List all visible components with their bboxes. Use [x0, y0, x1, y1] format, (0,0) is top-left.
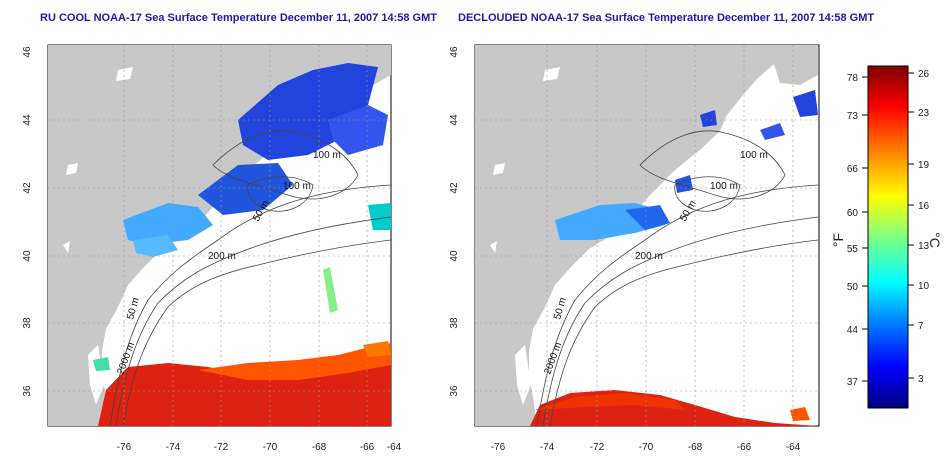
sst-cool-patch [133, 235, 178, 257]
svg-text:-68: -68 [312, 442, 327, 453]
sst-cold-patch [198, 163, 293, 215]
x-axis-ticks-left: -76 -74 -72 -70 -68 -66 -64 [117, 442, 402, 453]
map-panel-left: -76 -74 -72 -70 -68 -66 -64 36 38 40 42 … [22, 44, 402, 453]
svg-text:38: 38 [22, 317, 33, 329]
svg-text:44: 44 [449, 114, 460, 126]
svg-text:-74: -74 [166, 442, 181, 453]
svg-text:37: 37 [847, 377, 859, 388]
svg-text:19: 19 [918, 160, 930, 171]
svg-text:-72: -72 [214, 442, 229, 453]
svg-text:7: 7 [918, 321, 924, 332]
gulf-stream-warm [98, 357, 391, 426]
svg-text:26: 26 [918, 69, 930, 80]
fahrenheit-labels: 78 73 66 60 55 50 44 37 [847, 73, 859, 388]
sst-mild-patch [323, 267, 338, 313]
y-axis-ticks-right: 36 38 40 42 44 46 [449, 46, 460, 397]
temperature-colorbar: 78 73 66 60 55 50 44 37 26 23 19 16 13 1… [830, 65, 943, 409]
gulf-stream-edge [198, 343, 391, 380]
svg-text:3: 3 [918, 374, 924, 385]
sst-mild-patch [93, 357, 110, 371]
svg-text:50: 50 [847, 282, 859, 293]
svg-text:42: 42 [22, 182, 33, 194]
svg-text:46: 46 [449, 46, 460, 58]
svg-text:42: 42 [449, 182, 460, 194]
svg-text:-72: -72 [590, 442, 605, 453]
sst-cool-patch [368, 203, 391, 230]
svg-text:44: 44 [847, 325, 859, 336]
svg-text:-74: -74 [540, 442, 555, 453]
svg-text:-66: -66 [737, 442, 752, 453]
svg-text:40: 40 [449, 250, 460, 262]
svg-text:66: 66 [847, 164, 859, 175]
celsius-labels: 26 23 19 16 13 10 7 3 [918, 69, 930, 385]
celsius-unit: °C [927, 232, 943, 248]
svg-text:38: 38 [449, 317, 460, 329]
sst-cold-patch [625, 205, 670, 230]
svg-text:36: 36 [449, 385, 460, 397]
sst-cold-patch [793, 90, 818, 117]
y-axis-ticks-left: 36 38 40 42 44 46 [22, 46, 33, 397]
svg-text:-70: -70 [263, 442, 278, 453]
x-axis-ticks-right: -76 -74 -72 -70 -68 -66 -64 [491, 442, 801, 453]
svg-text:-66: -66 [360, 442, 375, 453]
svg-text:73: 73 [847, 111, 859, 122]
svg-text:78: 78 [847, 73, 859, 84]
svg-text:46: 46 [22, 46, 33, 58]
grid-lines [475, 45, 819, 426]
sst-cold-patch [700, 110, 717, 127]
svg-text:-64: -64 [786, 442, 801, 453]
svg-text:60: 60 [847, 208, 859, 219]
svg-text:55: 55 [847, 244, 859, 255]
sst-warm-patch [790, 407, 810, 421]
map-panel-right: -76 -74 -72 -70 -68 -66 -64 36 38 40 42 … [449, 44, 820, 453]
svg-text:40: 40 [22, 250, 33, 262]
sst-cool-patch [123, 203, 213, 245]
map-title-right: DECLOUDED NOAA-17 Sea Surface Temperatur… [458, 12, 875, 24]
map-title-left: RU COOL NOAA-17 Sea Surface Temperature … [40, 12, 437, 24]
svg-text:-76: -76 [491, 442, 506, 453]
grid-lines [48, 45, 391, 426]
svg-text:23: 23 [918, 108, 930, 119]
svg-text:44: 44 [22, 114, 33, 126]
svg-text:-70: -70 [639, 442, 654, 453]
svg-text:16: 16 [918, 201, 930, 212]
sst-warm-patch [363, 341, 391, 357]
gulf-stream-edge [535, 393, 685, 410]
svg-text:-68: -68 [688, 442, 703, 453]
svg-text:10: 10 [918, 281, 930, 292]
fahrenheit-unit: °F [830, 233, 846, 247]
sst-cold-patch [328, 105, 388, 155]
svg-text:36: 36 [22, 385, 33, 397]
sst-cold-patch [760, 123, 785, 140]
svg-text:-76: -76 [117, 442, 132, 453]
svg-text:-64: -64 [387, 442, 402, 453]
svg-text:13: 13 [918, 241, 930, 252]
